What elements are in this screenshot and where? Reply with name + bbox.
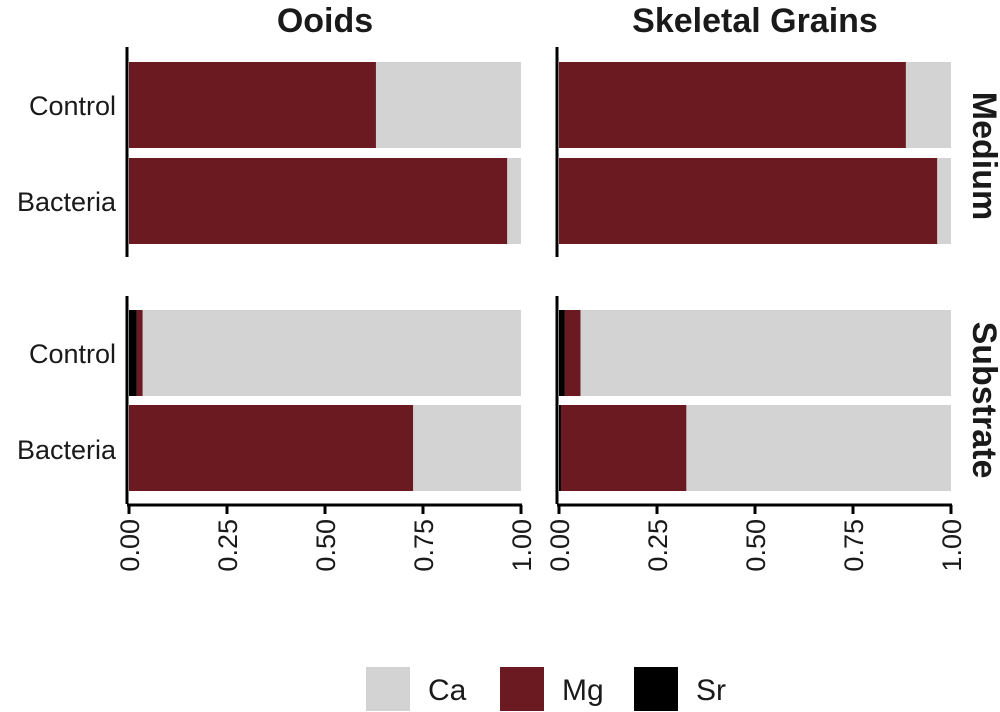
tick-labels-layer: 0.00 0.25 0.50 0.75 1.00 0.00 0.25 0.50 0.75 1.00 bbox=[115, 519, 967, 572]
x-tick-label-ooids-1: 0.25 bbox=[213, 519, 243, 572]
legend-swatch-ca bbox=[366, 667, 410, 711]
bar-segment-ooids-medium-bacteria-mg bbox=[129, 158, 508, 244]
bar-segment-skeletal-grains-substrate-control-sr bbox=[559, 310, 565, 396]
bar-segment-skeletal-grains-substrate-control-ca bbox=[580, 310, 951, 396]
x-tick-label-skeletal-grains-0: 0.00 bbox=[545, 519, 575, 572]
legend-label-ca: Ca bbox=[428, 674, 467, 707]
facet-title-ooids: Ooids bbox=[277, 2, 373, 40]
x-tick-label-skeletal-grains-1: 0.25 bbox=[643, 519, 673, 572]
category-label-substrate-control: Control bbox=[29, 339, 116, 369]
legend-label-sr: Sr bbox=[696, 674, 726, 707]
bar-segment-skeletal-grains-medium-control-ca bbox=[905, 62, 951, 148]
category-label-medium-control: Control bbox=[29, 91, 116, 121]
facet-title-substrate: Substrate bbox=[965, 322, 1000, 479]
bar-segment-skeletal-grains-substrate-control-mg bbox=[564, 310, 581, 396]
legend-label-mg: Mg bbox=[562, 674, 604, 707]
bar-segment-skeletal-grains-medium-bacteria-ca bbox=[937, 158, 951, 244]
category-label-substrate-bacteria: Bacteria bbox=[17, 435, 117, 465]
legend: Ca Mg Sr bbox=[366, 667, 726, 711]
bar-segment-ooids-substrate-control-sr bbox=[129, 310, 137, 396]
facet-title-medium: Medium bbox=[965, 92, 1000, 220]
bar-segment-skeletal-grains-substrate-bacteria-mg bbox=[560, 405, 687, 491]
bar-segment-ooids-substrate-bacteria-ca bbox=[413, 405, 521, 491]
x-tick-label-skeletal-grains-3: 0.75 bbox=[839, 519, 869, 572]
bar-segment-skeletal-grains-medium-bacteria-mg bbox=[559, 158, 938, 244]
legend-swatch-mg bbox=[500, 667, 544, 711]
category-label-medium-bacteria: Bacteria bbox=[17, 187, 117, 217]
bar-segment-ooids-medium-bacteria-ca bbox=[507, 158, 521, 244]
x-tick-label-ooids-4: 1.00 bbox=[507, 519, 537, 572]
x-tick-label-ooids-0: 0.00 bbox=[115, 519, 145, 572]
legend-swatch-sr bbox=[634, 667, 678, 711]
bar-segment-skeletal-grains-substrate-bacteria-sr bbox=[559, 405, 561, 491]
bar-segment-ooids-substrate-bacteria-mg bbox=[129, 405, 414, 491]
bar-segment-skeletal-grains-substrate-bacteria-ca bbox=[686, 405, 951, 491]
x-tick-label-ooids-2: 0.50 bbox=[311, 519, 341, 572]
bar-segment-skeletal-grains-medium-control-mg bbox=[559, 62, 906, 148]
bar-segment-ooids-medium-control-mg bbox=[129, 62, 376, 148]
bar-segment-ooids-medium-control-ca bbox=[375, 62, 521, 148]
bars-layer bbox=[129, 62, 951, 491]
bar-segment-ooids-substrate-control-mg bbox=[136, 310, 143, 396]
x-tick-label-skeletal-grains-4: 1.00 bbox=[937, 519, 967, 572]
x-tick-label-ooids-3: 0.75 bbox=[409, 519, 439, 572]
x-tick-label-skeletal-grains-2: 0.50 bbox=[741, 519, 771, 572]
axes-layer bbox=[125, 47, 953, 514]
facet-title-skeletal-grains: Skeletal Grains bbox=[632, 2, 878, 40]
bar-segment-ooids-substrate-control-ca bbox=[142, 310, 521, 396]
